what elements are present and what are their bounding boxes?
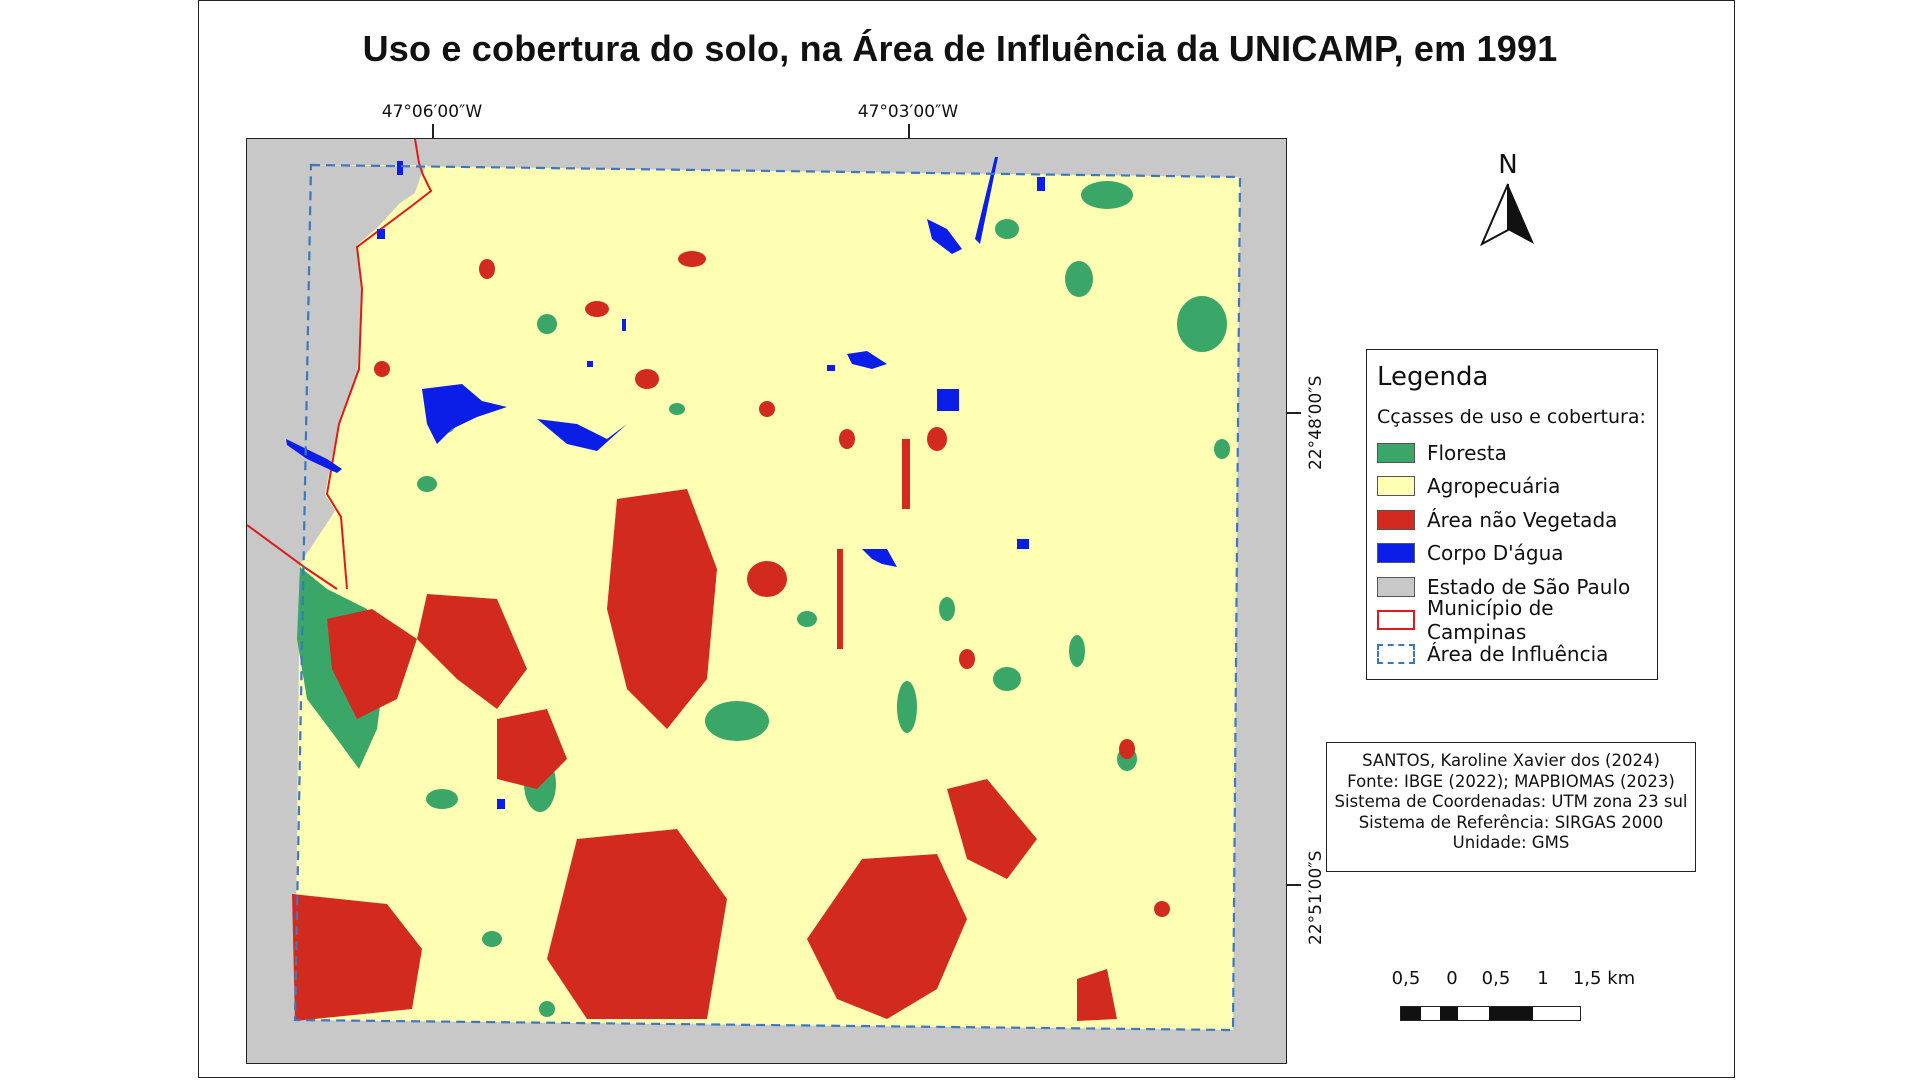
map-title: Uso e cobertura do solo, na Área de Infl… <box>362 28 1558 69</box>
municipio-campinas-swatch <box>1377 610 1415 631</box>
land-use-map-canvas <box>247 139 1286 1063</box>
scale-bar: 0,5 0 0,5 1 1,5 km <box>1380 968 1635 1028</box>
north-label: N <box>1498 150 1518 180</box>
scale-label: 0 <box>1446 968 1458 989</box>
legend-item-agropecuaria: Agropecuária <box>1377 470 1647 504</box>
credits-line-author: SANTOS, Karoline Xavier dos (2024) <box>1362 751 1660 770</box>
area-influencia-swatch <box>1377 643 1415 664</box>
coord-label-top-left: 47°06′00″W <box>381 102 483 122</box>
legend-item-area-influencia: Área de Influência <box>1377 637 1647 671</box>
area-nao-vegetada-swatch <box>1377 509 1415 530</box>
scale-label: 1 <box>1537 968 1549 989</box>
municipio-boundary-west <box>247 524 338 590</box>
coord-tick <box>1287 412 1301 414</box>
scale-bar-body <box>1400 1006 1581 1021</box>
coord-label-top-right: 47°03′00″W <box>857 102 959 122</box>
legend-item-area-nao-vegetada: Área não Vegetada <box>1377 503 1647 537</box>
municipio-boundary <box>325 139 433 590</box>
area-influencia-boundary <box>293 163 1242 1032</box>
agropecuaria-swatch <box>1377 476 1415 497</box>
legend-item-label: Município de Campinas <box>1427 596 1554 645</box>
legend-item-label: Estado de São Paulo <box>1427 574 1631 599</box>
legend: Legenda Cçasses de uso e cobertura: Flor… <box>1366 349 1658 680</box>
credits-line-coordinate-system: Sistema de Coordenadas: UTM zona 23 sul <box>1334 792 1688 811</box>
coord-tick <box>908 124 910 138</box>
north-arrow: N <box>1478 150 1538 250</box>
coord-tick <box>1287 884 1301 886</box>
credits-line-source: Fonte: IBGE (2022); MAPBIOMAS (2023) <box>1347 771 1675 791</box>
floresta-swatch <box>1377 442 1415 463</box>
legend-item-municipio-campinas: Município de Campinas <box>1377 596 1647 644</box>
credits-box: SANTOS, Karoline Xavier dos (2024) Fonte… <box>1326 742 1696 872</box>
coord-tick <box>432 124 434 138</box>
land-use-map[interactable] <box>246 138 1287 1064</box>
area-nao-vegetada-patches <box>292 251 1170 1021</box>
legend-item-label: Agropecuária <box>1427 474 1561 499</box>
legend-item-floresta: Floresta <box>1377 436 1647 470</box>
credits-line-unit: Unidade: GMS <box>1452 833 1570 852</box>
estado-sao-paulo-swatch <box>1377 576 1415 597</box>
legend-subtitle: Cçasses de uso e cobertura: <box>1377 406 1646 428</box>
legend-item-corpo-dagua: Corpo D'água <box>1377 537 1647 571</box>
scale-label: 0,5 <box>1391 968 1421 989</box>
legend-item-label: Área não Vegetada <box>1427 507 1618 532</box>
coord-label-right-bottom: 22°51′00″S <box>1306 850 1326 945</box>
scale-label: 0,5 <box>1481 968 1511 989</box>
credits-line-reference-system: Sistema de Referência: SIRGAS 2000 <box>1358 812 1664 832</box>
corpo-dagua-swatch <box>1377 543 1415 564</box>
legend-item-label: Área de Influência <box>1427 641 1609 666</box>
legend-item-label: Floresta <box>1427 440 1507 465</box>
legend-title: Legenda <box>1377 362 1489 392</box>
corpo-dagua-patches <box>286 157 1045 809</box>
scale-label: 1,5 km <box>1572 968 1636 989</box>
legend-item-label: Corpo D'água <box>1427 541 1564 566</box>
north-arrow-icon <box>1479 183 1534 247</box>
coord-label-right-top: 22°48′00″S <box>1306 375 1326 470</box>
legend-item-estado-sao-paulo: Estado de São Paulo <box>1377 570 1647 604</box>
